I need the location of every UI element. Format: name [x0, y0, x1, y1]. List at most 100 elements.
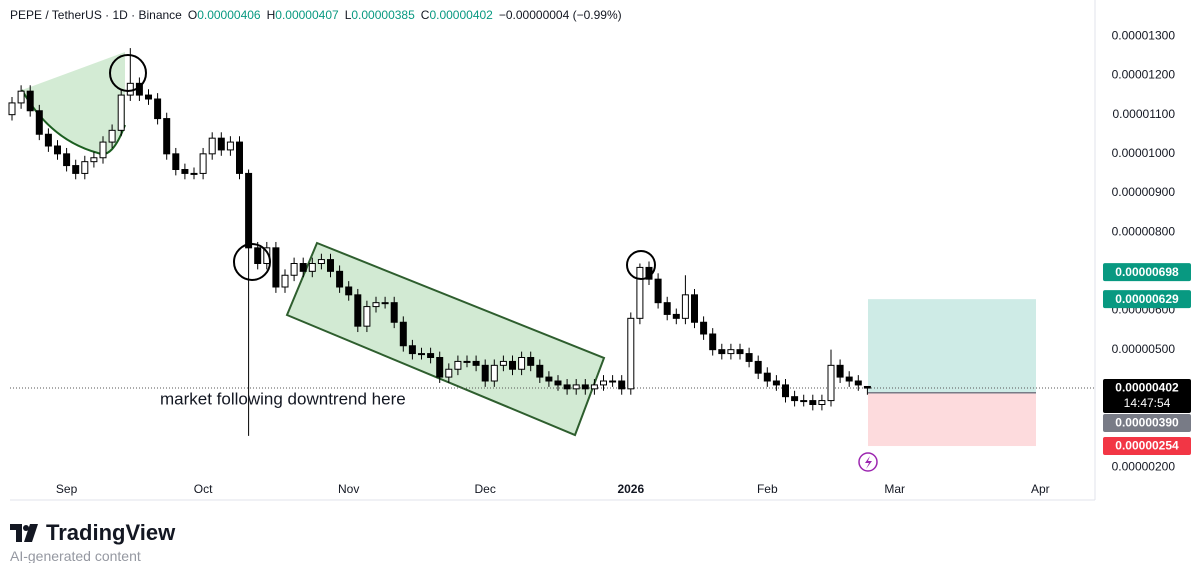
price-label-box: [1103, 414, 1191, 433]
candle-body: [445, 368, 453, 378]
y-tick-label: 0.00001100: [1112, 107, 1175, 121]
candle-body: [463, 360, 471, 363]
candles: [8, 48, 871, 436]
candle-body: [527, 357, 535, 366]
candle-body: [791, 396, 799, 402]
candle-body: [554, 380, 562, 386]
candle-body: [818, 400, 826, 406]
candle-body: [154, 98, 162, 120]
candle-body: [363, 306, 371, 327]
price-label: 0.00000390: [1115, 416, 1179, 430]
candle-body: [336, 270, 344, 288]
candle-body: [472, 360, 480, 366]
candle-body: [727, 349, 735, 355]
candle-body: [381, 302, 389, 305]
candle-body: [754, 360, 762, 374]
drawings: [109, 54, 878, 472]
candle-body: [399, 321, 407, 347]
candle-body: [372, 302, 380, 308]
candle-body: [299, 263, 307, 272]
candle-body: [590, 384, 598, 390]
highlight-circle: [233, 243, 271, 281]
candle-body: [108, 129, 116, 143]
candle-body: [854, 380, 862, 386]
candle-body: [509, 360, 516, 370]
candle-body: [90, 157, 98, 163]
candle-body: [63, 153, 71, 167]
candle-body: [800, 400, 808, 403]
candle-body: [54, 145, 61, 155]
candle-body: [836, 364, 844, 378]
x-tick-label: Sep: [56, 482, 78, 496]
candle-body: [763, 372, 771, 382]
candle-body: [8, 102, 16, 116]
x-tick-label: Dec: [475, 482, 496, 496]
price-label-time: 14:47:54: [1124, 396, 1171, 410]
candle-body: [226, 141, 234, 151]
ohlc-value: 0.00000385: [351, 8, 415, 22]
candle-body: [600, 380, 607, 386]
candle-body: [490, 364, 498, 382]
candle-body: [172, 153, 180, 170]
ohlc-item: C0.00000402: [421, 8, 493, 22]
ohlc-item: L0.00000385: [345, 8, 415, 22]
highlight-circle: [626, 250, 656, 280]
candle-body: [782, 384, 789, 398]
candle-body: [636, 266, 644, 319]
ohlc-key: O: [187, 8, 198, 22]
x-tick-label: Apr: [1031, 482, 1050, 496]
candle-body: [308, 263, 316, 272]
candle-body: [518, 357, 526, 370]
event-icon[interactable]: [858, 452, 878, 472]
annotation: market following downtrend here: [160, 389, 406, 408]
candle-body: [736, 349, 744, 355]
candle-body: [718, 349, 726, 355]
y-tick-label: 0.00000800: [1112, 224, 1176, 238]
event-icon-bolt: [865, 456, 872, 469]
candle-body: [217, 137, 225, 151]
x-tick-label: Mar: [884, 482, 905, 496]
price-label-box: [1103, 263, 1191, 282]
candle-body: [845, 376, 853, 382]
ai-note: AI-generated content: [10, 548, 141, 563]
candle-body: [208, 137, 216, 155]
highlight-circle: [109, 54, 147, 92]
candle-body: [772, 380, 780, 386]
candle-body: [272, 247, 280, 288]
ohlc-item: H0.00000407: [267, 8, 339, 22]
candle-body: [609, 380, 617, 383]
candle-body: [454, 360, 462, 370]
profit-zone: [868, 299, 1036, 393]
candle-body: [81, 161, 89, 174]
candle-body: [436, 357, 444, 378]
price-label: 0.00000698: [1115, 265, 1179, 279]
price-label-box: [1103, 437, 1191, 456]
candle-body: [99, 141, 107, 159]
candle-body: [236, 141, 243, 174]
symbol: PEPE / TetherUS · 1D · Binance: [10, 8, 182, 22]
x-tick-label: Oct: [194, 482, 213, 496]
candle-body: [627, 317, 635, 390]
brand: TradingView: [46, 520, 176, 545]
candle-body: [481, 364, 489, 382]
y-tick-label: 0.00001300: [1112, 29, 1176, 43]
footer: TradingView AI-generated content: [10, 520, 175, 563]
candle-body: [691, 294, 698, 323]
candle-body: [245, 172, 253, 249]
candle-body: [354, 294, 362, 327]
candle-body: [827, 364, 835, 402]
logo-icon: [10, 524, 38, 542]
candle-body: [581, 384, 589, 390]
ohlc: O0.00000406 H0.00000407 L0.00000385 C0.0000…: [188, 8, 493, 22]
change: −0.00000004 (−0.99%): [498, 8, 622, 22]
candle-body: [117, 94, 125, 131]
candle-body: [327, 259, 334, 272]
candle-body: [35, 110, 43, 135]
y-tick-label: 0.00000200: [1112, 459, 1176, 473]
candle-body: [536, 364, 544, 378]
candle-body: [572, 384, 580, 390]
ohlc-value: 0.00000407: [275, 8, 339, 22]
y-tick-label: 0.00001200: [1112, 68, 1176, 82]
candle-body: [618, 380, 626, 390]
